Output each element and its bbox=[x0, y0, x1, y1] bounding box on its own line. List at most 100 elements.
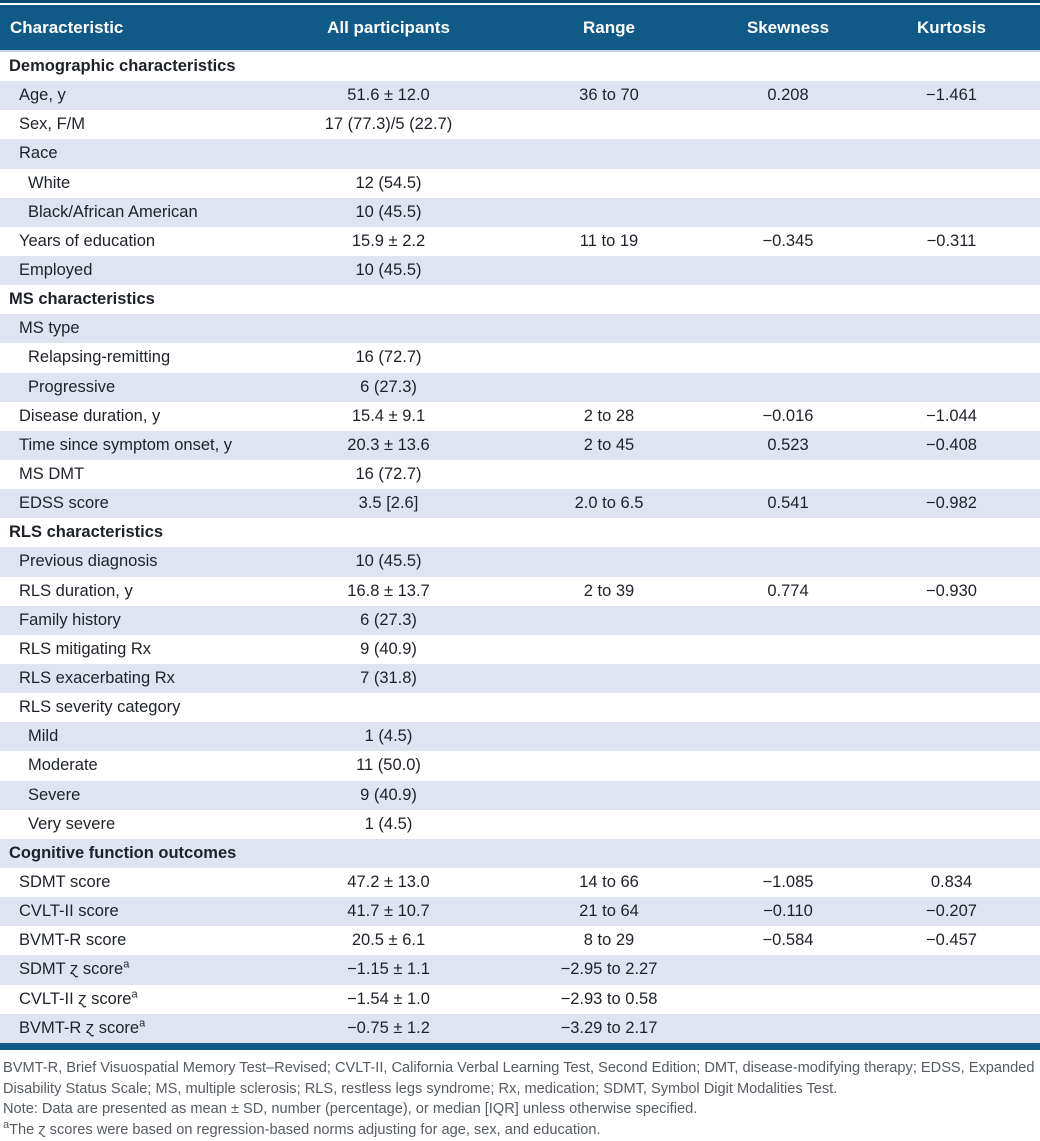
footnote-a: aThe ɀ scores were based on regression-b… bbox=[3, 1120, 1037, 1141]
all-participants-cell: 10 (45.5) bbox=[355, 261, 422, 280]
table-row: BVMT-R ɀ scorea −0.75 ± 1.2 −3.29 to 2.17 bbox=[0, 1013, 1040, 1043]
skewness-cell: −0.016 bbox=[762, 406, 814, 425]
range-cell: 8 to 29 bbox=[583, 931, 635, 950]
characteristic-cell: MS characteristics bbox=[9, 290, 155, 309]
table-body: Demographic characteristics Age, y 51.6 ± … bbox=[0, 52, 1040, 1043]
all-participants-cell: 9 (40.9) bbox=[360, 785, 417, 804]
characteristic-cell: CVLT-II score bbox=[19, 902, 119, 921]
characteristic-cell: MS DMT bbox=[19, 465, 85, 484]
footnote-marker: a bbox=[131, 988, 138, 1001]
all-participants-cell: 51.6 ± 12.0 bbox=[347, 86, 430, 105]
table-row: RLS severity category bbox=[0, 693, 1040, 722]
kurtosis-cell: −0.408 bbox=[926, 435, 977, 454]
table-row: RLS exacerbating Rx 7 (31.8) bbox=[0, 663, 1040, 694]
characteristic-cell: RLS duration, y bbox=[19, 581, 133, 600]
kurtosis-cell: −0.457 bbox=[926, 931, 977, 950]
range-cell: −2.93 to 0.58 bbox=[560, 989, 658, 1008]
skewness-cell: 0.774 bbox=[767, 581, 809, 600]
all-participants-cell: 16 (72.7) bbox=[355, 348, 422, 367]
kurtosis-cell: −0.311 bbox=[926, 231, 977, 250]
table-row: Mild 1 (4.5) bbox=[0, 722, 1040, 752]
all-participants-cell: 16.8 ± 13.7 bbox=[347, 581, 430, 600]
table-row: SDMT score 47.2 ± 13.0 14 to 66 −1.085 0.834 bbox=[0, 868, 1040, 897]
footnote-marker: a bbox=[123, 958, 130, 971]
all-participants-cell: 10 (45.5) bbox=[355, 202, 422, 221]
characteristic-cell: Moderate bbox=[28, 756, 98, 775]
characteristic-cell: Severe bbox=[28, 785, 81, 804]
all-participants-cell: 1 (4.5) bbox=[364, 814, 413, 833]
skewness-cell: −0.584 bbox=[762, 931, 814, 950]
all-participants-cell: 16 (72.7) bbox=[355, 465, 422, 484]
table-row: RLS mitigating Rx 9 (40.9) bbox=[0, 635, 1040, 664]
characteristic-cell: Employed bbox=[19, 261, 93, 280]
table-row: SDMT ɀ scorea −1.15 ± 1.1 −2.95 to 2.27 bbox=[0, 955, 1040, 985]
table-row: Very severe 1 (4.5) bbox=[0, 810, 1040, 839]
column-header-range: Range bbox=[583, 17, 635, 37]
characteristic-cell: EDSS score bbox=[19, 494, 109, 513]
all-participants-cell: 47.2 ± 13.0 bbox=[347, 873, 430, 891]
characteristic-cell: Race bbox=[19, 144, 58, 163]
section-header-row: MS characteristics bbox=[0, 285, 1040, 314]
all-participants-cell: 9 (40.9) bbox=[360, 639, 417, 658]
characteristic-cell: Time since symptom onset, y bbox=[19, 435, 233, 454]
characteristic-cell: Sex, F/M bbox=[19, 115, 86, 134]
section-header-row: RLS characteristics bbox=[0, 518, 1040, 547]
range-cell: 36 to 70 bbox=[579, 86, 639, 105]
all-participants-cell: 7 (31.8) bbox=[360, 669, 417, 688]
skewness-cell: 0.208 bbox=[767, 86, 809, 105]
table-row: MS type bbox=[0, 314, 1040, 344]
skewness-cell: −1.085 bbox=[762, 873, 814, 891]
all-participants-cell: 12 (54.5) bbox=[355, 173, 422, 192]
kurtosis-cell: −1.461 bbox=[926, 86, 977, 105]
characteristic-cell: SDMT score bbox=[19, 873, 111, 891]
skewness-cell: 0.523 bbox=[767, 435, 809, 454]
table-row: Progressive 6 (27.3) bbox=[0, 372, 1040, 402]
table-row: Years of education 15.9 ± 2.2 11 to 19 −0.3… bbox=[0, 227, 1040, 256]
table-header-row: Characteristic All participants Range Sk… bbox=[0, 5, 1040, 52]
range-cell: 11 to 19 bbox=[579, 231, 639, 250]
footnote-abbreviations: BVMT-R, Brief Visuospatial Memory Test–R… bbox=[3, 1059, 1035, 1097]
all-participants-cell: 1 (4.5) bbox=[364, 727, 413, 746]
all-participants-cell: −1.15 ± 1.1 bbox=[347, 960, 430, 979]
all-participants-cell: 41.7 ± 10.7 bbox=[347, 902, 430, 921]
characteristic-cell: White bbox=[28, 173, 71, 192]
table-bottom-rule bbox=[0, 1042, 1040, 1050]
kurtosis-cell: −0.930 bbox=[926, 581, 977, 600]
characteristic-cell: Mild bbox=[28, 727, 59, 746]
table-row: RLS duration, y 16.8 ± 13.7 2 to 39 0.774 −0… bbox=[0, 577, 1040, 606]
characteristic-cell: Age, y bbox=[19, 86, 66, 105]
range-cell: 2.0 to 6.5 bbox=[574, 494, 644, 513]
all-participants-cell: 6 (27.3) bbox=[360, 610, 417, 629]
range-cell: 21 to 64 bbox=[579, 902, 639, 921]
range-cell: 14 to 66 bbox=[579, 873, 639, 891]
characteristic-cell: BVMT-R score bbox=[19, 931, 127, 950]
characteristic-cell: RLS severity category bbox=[19, 698, 181, 717]
table-row: Employed 10 (45.5) bbox=[0, 255, 1040, 286]
table-row: Black/African American 10 (45.5) bbox=[0, 197, 1040, 227]
column-header-all-participants: All participants bbox=[327, 17, 450, 37]
table-top-rule bbox=[0, 0, 1040, 3]
footnote-a-text: The ɀ scores were based on regression-ba… bbox=[9, 1121, 601, 1138]
all-participants-cell: 3.5 [2.6] bbox=[358, 494, 419, 513]
characteristic-cell: SDMT ɀ scorea bbox=[19, 958, 130, 979]
kurtosis-cell: −1.044 bbox=[926, 406, 977, 425]
range-cell: 2 to 45 bbox=[583, 435, 635, 454]
skewness-cell: 0.541 bbox=[767, 494, 809, 513]
footnote-note: Note: Data are presented as mean ± SD, n… bbox=[3, 1101, 698, 1118]
section-header-row: Demographic characteristics bbox=[0, 52, 1040, 81]
characteristic-cell: Very severe bbox=[28, 814, 116, 833]
section-header-row: Cognitive function outcomes bbox=[0, 838, 1040, 868]
skewness-cell: −0.110 bbox=[763, 902, 813, 921]
characteristic-cell: Demographic characteristics bbox=[9, 57, 236, 76]
all-participants-cell: 17 (77.3)/5 (22.7) bbox=[324, 115, 453, 134]
table-row: Moderate 11 (50.0) bbox=[0, 751, 1040, 780]
range-cell: 2 to 39 bbox=[583, 581, 635, 600]
characteristic-cell: Previous diagnosis bbox=[19, 552, 158, 571]
characteristic-cell: RLS characteristics bbox=[9, 523, 164, 542]
all-participants-cell: 6 (27.3) bbox=[360, 377, 417, 396]
characteristic-cell: Progressive bbox=[28, 377, 116, 396]
table-row: White 12 (54.5) bbox=[0, 169, 1040, 198]
all-participants-cell: 20.3 ± 13.6 bbox=[347, 435, 430, 454]
table-row: Family history 6 (27.3) bbox=[0, 605, 1040, 635]
